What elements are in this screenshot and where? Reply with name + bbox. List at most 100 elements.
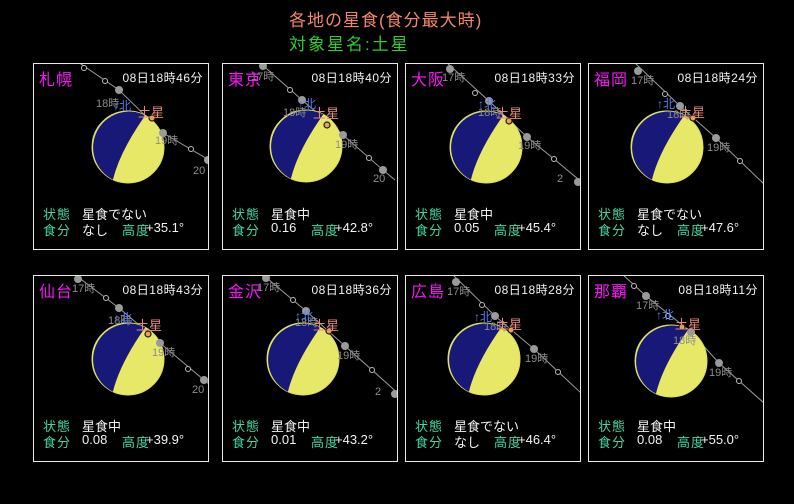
saturn-name-label: 土星 [496, 106, 522, 121]
saturn-marker [505, 117, 513, 125]
saturn-name-label: 土星 [313, 106, 339, 121]
observation-time: 08日18時46分 [122, 71, 203, 85]
hour-marker [574, 178, 580, 186]
track-tick-circle [551, 156, 557, 162]
hour-marker [259, 64, 267, 70]
hour-label: 17時 [447, 285, 470, 298]
status-label: 状態 [232, 419, 261, 434]
track-tick-circle [369, 367, 375, 373]
page-title: 各地の星食(食分最大時) [289, 11, 483, 30]
city-name: 那覇 [594, 284, 629, 301]
track-tick-circle [185, 366, 191, 372]
saturn-name-label: 土星 [496, 317, 522, 332]
saturn-marker [678, 323, 686, 331]
hour-marker [687, 328, 695, 336]
moon-dark-side [451, 111, 504, 180]
hour-label: 19時 [525, 352, 548, 365]
hour-marker [712, 134, 720, 142]
magnitude-value: なし [637, 223, 664, 238]
altitude-value: +46.4° [518, 432, 557, 447]
hour-marker [642, 292, 650, 300]
magnitude-label: 食分 [232, 223, 261, 238]
status-value: 星食でない [82, 207, 148, 222]
hour-marker [262, 276, 270, 282]
moon-graphic [447, 322, 521, 396]
altitude-value: +55.0° [701, 432, 740, 447]
panel-hiroshima: 17時 18時 19時 ↑北 土星 広島 08日18時28分 状態 星食でない 食分 なし 高度 +46… [405, 275, 581, 462]
north-indicator: ↑北 [474, 310, 492, 324]
moon-graphic [269, 109, 343, 183]
moon-graphic [266, 322, 340, 396]
hour-label: 19時 [337, 349, 360, 362]
north-indicator: ↑北 [657, 97, 675, 111]
magnitude-value: 0.05 [454, 220, 480, 235]
altitude-value: +42.8° [335, 220, 374, 235]
panel-tokyo: 17時 18時 19時 20 ↑北 土星 東京 08日18時40分 状態 星食中 食分 0.16 高度 +… [222, 63, 398, 250]
city-name: 福岡 [594, 72, 629, 89]
altitude-value: +39.9° [146, 432, 185, 447]
saturn-marker [323, 121, 331, 129]
hour-label: 19時 [518, 139, 541, 152]
saturn-marker [507, 326, 515, 334]
magnitude-label: 食分 [415, 223, 444, 238]
altitude-label: 高度 [122, 435, 151, 450]
saturn-marker [325, 327, 333, 335]
hour-label: 20 [193, 165, 205, 177]
north-indicator: ↑北 [114, 311, 132, 325]
track-tick-circle [472, 90, 478, 96]
hour-marker [485, 97, 493, 105]
hour-marker [302, 307, 310, 315]
hour-marker [446, 65, 454, 73]
hour-label: 17時 [636, 299, 659, 312]
hour-label: 20 [192, 384, 204, 396]
panel-kanazawa: 17時 18時 19時 2 ↑北 土星 金沢 08日18時36分 状態 星食中 食分 0.01 高度 +4… [222, 275, 398, 462]
saturn-name-label: 土星 [679, 105, 705, 120]
sky-chart: 17時 18時 19時 20 ↑北土星 [72, 276, 208, 396]
observation-time: 08日18時33分 [494, 71, 575, 85]
magnitude-label: 食分 [598, 435, 627, 450]
hour-marker [491, 312, 499, 320]
hour-marker [159, 129, 167, 137]
hour-marker [115, 304, 123, 312]
sky-chart: 17時 18時 19時 ↑北土星 [447, 276, 580, 396]
observation-time: 08日18時11分 [678, 283, 758, 297]
north-indicator: ↑北 [298, 97, 316, 111]
magnitude-value: なし [454, 435, 481, 450]
track-tick-circle [290, 297, 296, 303]
hour-label: 17時 [631, 74, 654, 87]
north-indicator: ↑北 [656, 308, 674, 322]
track-tick-circle [287, 87, 293, 93]
track-tick-circle [103, 295, 109, 301]
altitude-value: +43.2° [335, 432, 374, 447]
hour-marker [715, 359, 723, 367]
panel-fukuoka: 17時 18時 19時 ↑北 土星 福岡 08日18時24分 状態 星食でない 食分 なし 高度 +47… [588, 63, 764, 250]
hour-marker [530, 345, 538, 353]
hour-marker [391, 390, 397, 398]
moon-graphic [630, 110, 704, 184]
city-name: 仙台 [39, 284, 74, 301]
hour-label: 19時 [335, 138, 358, 151]
hour-marker [379, 166, 387, 174]
sky-chart: 17時 18時 19時 ↑北土星 [623, 276, 763, 403]
hour-label: 18時 [484, 320, 507, 333]
hour-label: 18時 [96, 97, 119, 110]
panel-sapporo: 18時 19時 20 ↑北 土星 札幌 08日18時46分 状態 星食でない 食分 なし 高度 +35.… [33, 63, 209, 250]
moon-dark-side [93, 111, 146, 180]
hour-marker [523, 133, 531, 141]
altitude-label: 高度 [122, 223, 151, 238]
hour-marker [298, 96, 306, 104]
altitude-value: +47.6° [701, 220, 740, 235]
saturn-name-label: 土星 [675, 317, 701, 332]
moon-graphic [91, 110, 165, 184]
hour-label: 18時 [108, 314, 131, 327]
altitude-label: 高度 [677, 435, 706, 450]
sky-chart: 17時 18時 19時 2 ↑北土星 [257, 276, 397, 398]
hour-marker [634, 67, 642, 75]
status-value: 星食中 [271, 207, 311, 222]
magnitude-label: 食分 [43, 223, 72, 238]
track-tick-circle [665, 313, 671, 319]
track-tick-circle [737, 158, 743, 164]
hour-marker [200, 376, 208, 384]
moon-dark-side [268, 323, 321, 392]
track-tick-circle [631, 283, 637, 289]
